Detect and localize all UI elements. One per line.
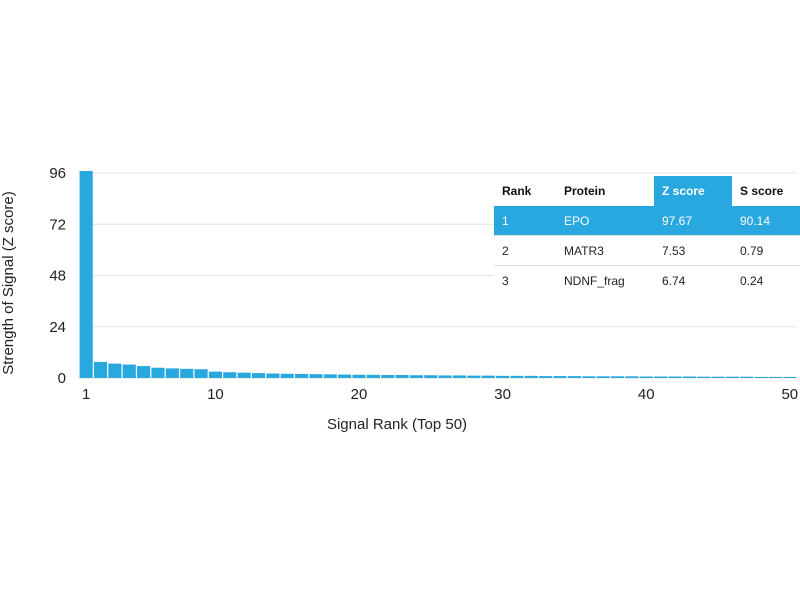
bar-rank-28 <box>467 375 481 378</box>
bar-rank-33 <box>539 376 553 378</box>
bar-rank-15 <box>280 373 294 378</box>
x-tick-label: 40 <box>638 386 655 403</box>
bar-rank-46 <box>725 376 739 378</box>
bar-rank-27 <box>452 375 467 378</box>
bar-rank-4 <box>122 364 136 378</box>
z-score-cell: 6.74 <box>662 273 686 288</box>
bar-rank-30 <box>496 375 510 378</box>
bar-rank-10 <box>208 371 222 378</box>
y-tick-label: 72 <box>49 216 66 233</box>
bar-rank-2 <box>93 361 108 378</box>
table-row[interactable]: 2 MATR3 7.53 0.79 <box>494 236 800 266</box>
bar-rank-49 <box>768 376 783 378</box>
table-row[interactable]: 1 EPO 97.67 90.14 <box>494 206 800 236</box>
bar-rank-8 <box>180 368 194 378</box>
rank-cell: 3 <box>502 273 509 288</box>
bar-rank-16 <box>295 373 309 378</box>
z-score-cell: 97.67 <box>654 206 732 236</box>
table-row[interactable]: 3 NDNF_frag 6.74 0.24 <box>494 266 800 296</box>
protein-cell: MATR3 <box>564 243 604 258</box>
x-tick-label: 50 <box>781 386 798 403</box>
bar-rank-9 <box>194 369 208 378</box>
y-tick-labels: 0 24 48 72 96 <box>49 165 66 387</box>
bar-rank-50 <box>783 376 797 378</box>
y-tick-label: 96 <box>49 165 66 182</box>
score-table: Rank Protein Z score S score 1 EPO 97.67… <box>494 176 800 295</box>
bar-rank-21 <box>366 374 380 378</box>
bar-rank-23 <box>395 375 409 378</box>
bar-rank-13 <box>251 373 266 378</box>
x-tick-labels: 1 10 20 30 40 50 <box>82 386 798 403</box>
bar-rank-47 <box>740 376 754 378</box>
s-score-cell: 0.24 <box>740 273 764 288</box>
bar-rank-5 <box>137 366 151 378</box>
protein-cell: NDNF_frag <box>564 273 625 288</box>
header-z-score: Z score <box>654 176 732 206</box>
bar-rank-41 <box>654 376 668 378</box>
rank-cell: 1 <box>494 206 556 236</box>
header-protein: Protein <box>556 176 654 206</box>
z-score-cell: 7.53 <box>662 243 686 258</box>
bar-rank-39 <box>625 376 639 378</box>
s-score-cell: 0.79 <box>740 243 764 258</box>
header-rank: Rank <box>494 176 556 206</box>
bar-rank-44 <box>697 376 711 378</box>
bar-rank-20 <box>352 374 366 378</box>
header-s-score: S score <box>732 176 800 206</box>
bar-rank-26 <box>438 375 452 378</box>
x-tick-label: 10 <box>207 386 224 403</box>
bar-rank-6 <box>151 367 165 378</box>
bar-rank-14 <box>266 373 280 378</box>
bar-rank-11 <box>223 372 237 378</box>
bar-rank-17 <box>309 374 323 378</box>
rank-cell: 2 <box>502 243 509 258</box>
bar-rank-34 <box>553 376 567 378</box>
y-tick-label: 24 <box>49 319 66 336</box>
bar-rank-32 <box>524 375 538 378</box>
bar-rank-36 <box>582 376 596 378</box>
protein-cell: EPO <box>556 206 654 236</box>
y-axis-title: Strength of Signal (Z score) <box>0 191 17 374</box>
x-tick-label: 30 <box>494 386 511 403</box>
y-tick-label: 48 <box>49 268 66 285</box>
bar-rank-25 <box>424 375 438 378</box>
bars <box>79 171 797 378</box>
table-header-row: Rank Protein Z score S score <box>494 176 800 206</box>
bar-rank-19 <box>338 374 352 378</box>
bar-rank-18 <box>323 374 337 378</box>
bar-rank-43 <box>682 376 696 378</box>
x-tick-label: 1 <box>82 386 90 403</box>
y-tick-label: 0 <box>58 370 66 387</box>
bar-rank-29 <box>481 375 495 378</box>
bar-rank-40 <box>639 376 653 378</box>
s-score-cell: 90.14 <box>732 206 800 236</box>
bar-rank-31 <box>510 375 524 378</box>
bar-rank-3 <box>108 363 122 378</box>
bar-rank-1 <box>79 171 93 378</box>
bar-rank-22 <box>381 375 395 378</box>
x-tick-label: 20 <box>351 386 368 403</box>
x-axis-title: Signal Rank (Top 50) <box>327 416 467 433</box>
bar-rank-35 <box>567 376 581 378</box>
bar-rank-48 <box>754 376 768 378</box>
bar-rank-24 <box>409 375 424 378</box>
bar-rank-38 <box>610 376 625 378</box>
bar-rank-7 <box>165 368 179 378</box>
bar-rank-12 <box>237 372 251 378</box>
bar-rank-45 <box>711 376 725 378</box>
bar-rank-42 <box>668 376 682 378</box>
bar-rank-37 <box>596 376 610 378</box>
